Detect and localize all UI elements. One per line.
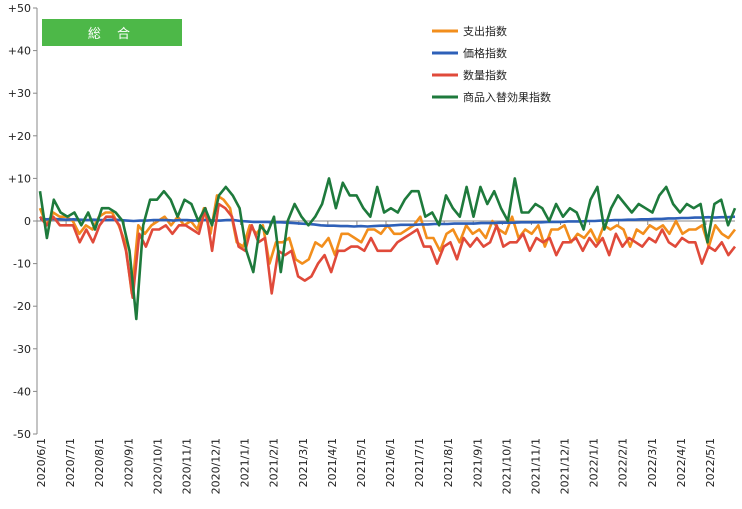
chart-badge: 総 合 [42, 19, 182, 46]
x-tick-label: 2020/11/1 [180, 438, 193, 494]
y-tick-label: -10 [13, 258, 31, 271]
x-tick-label: 2022/5/1 [704, 438, 717, 487]
x-tick-label: 2022/3/1 [646, 438, 659, 487]
x-tick-label: 2020/10/1 [151, 438, 164, 494]
legend-label: 商品入替効果指数 [463, 90, 551, 104]
x-tick-label: 2020/6/1 [35, 438, 48, 487]
x-tick-label: 2020/12/1 [210, 438, 223, 494]
x-tick-label: 2020/7/1 [64, 438, 77, 487]
x-tick-label: 2021/2/1 [268, 438, 281, 487]
y-tick-label: -50 [13, 428, 31, 441]
y-tick-label: +40 [8, 45, 31, 58]
legend-label: 価格指数 [463, 46, 507, 60]
x-tick-label: 2022/4/1 [675, 438, 688, 487]
y-tick-label: +20 [8, 130, 31, 143]
x-tick-label: 2021/3/1 [297, 438, 310, 487]
x-tick-label: 2021/11/1 [529, 438, 542, 494]
legend-label: 支出指数 [463, 24, 507, 38]
x-tick-label: 2021/10/1 [500, 438, 513, 494]
y-tick-label: -30 [13, 343, 31, 356]
x-tick-label: 2022/1/1 [588, 438, 601, 487]
x-tick-label: 2021/7/1 [413, 438, 426, 487]
y-axis-ticks: +50 +40 +30 +20 +10 0 -10 -20 -30 -40 -50 [8, 2, 37, 441]
x-tick-label: 2020/8/1 [93, 438, 106, 487]
x-tick-label: 2020/9/1 [122, 438, 135, 487]
y-tick-label: +10 [8, 172, 31, 185]
series-line [38, 177, 737, 321]
x-tick-label: 2021/6/1 [384, 438, 397, 487]
y-tick-label: -40 [13, 385, 31, 398]
legend-label: 数量指数 [463, 68, 507, 82]
y-tick-label: 0 [24, 215, 31, 228]
badge-label: 総 合 [88, 27, 136, 42]
y-tick-label: -20 [13, 300, 31, 313]
badge-background [42, 19, 182, 46]
series-line [39, 215, 736, 228]
x-tick-label: 2021/1/1 [239, 438, 252, 487]
x-axis-ticks: 2020/6/1 2020/7/1 2020/8/1 2020/9/1 2020/10/… [35, 221, 717, 494]
y-tick-label: +30 [8, 87, 31, 100]
series-line [38, 202, 737, 300]
x-tick-label: 2021/4/1 [326, 438, 339, 487]
x-tick-label: 2021/12/1 [559, 438, 572, 494]
x-tick-label: 2022/2/1 [617, 438, 630, 487]
x-tick-label: 2021/8/1 [442, 438, 455, 487]
y-tick-label: +50 [8, 2, 31, 15]
x-tick-label: 2021/9/1 [471, 438, 484, 487]
series-lines [38, 177, 737, 321]
x-tick-label: 2021/5/1 [355, 438, 368, 487]
